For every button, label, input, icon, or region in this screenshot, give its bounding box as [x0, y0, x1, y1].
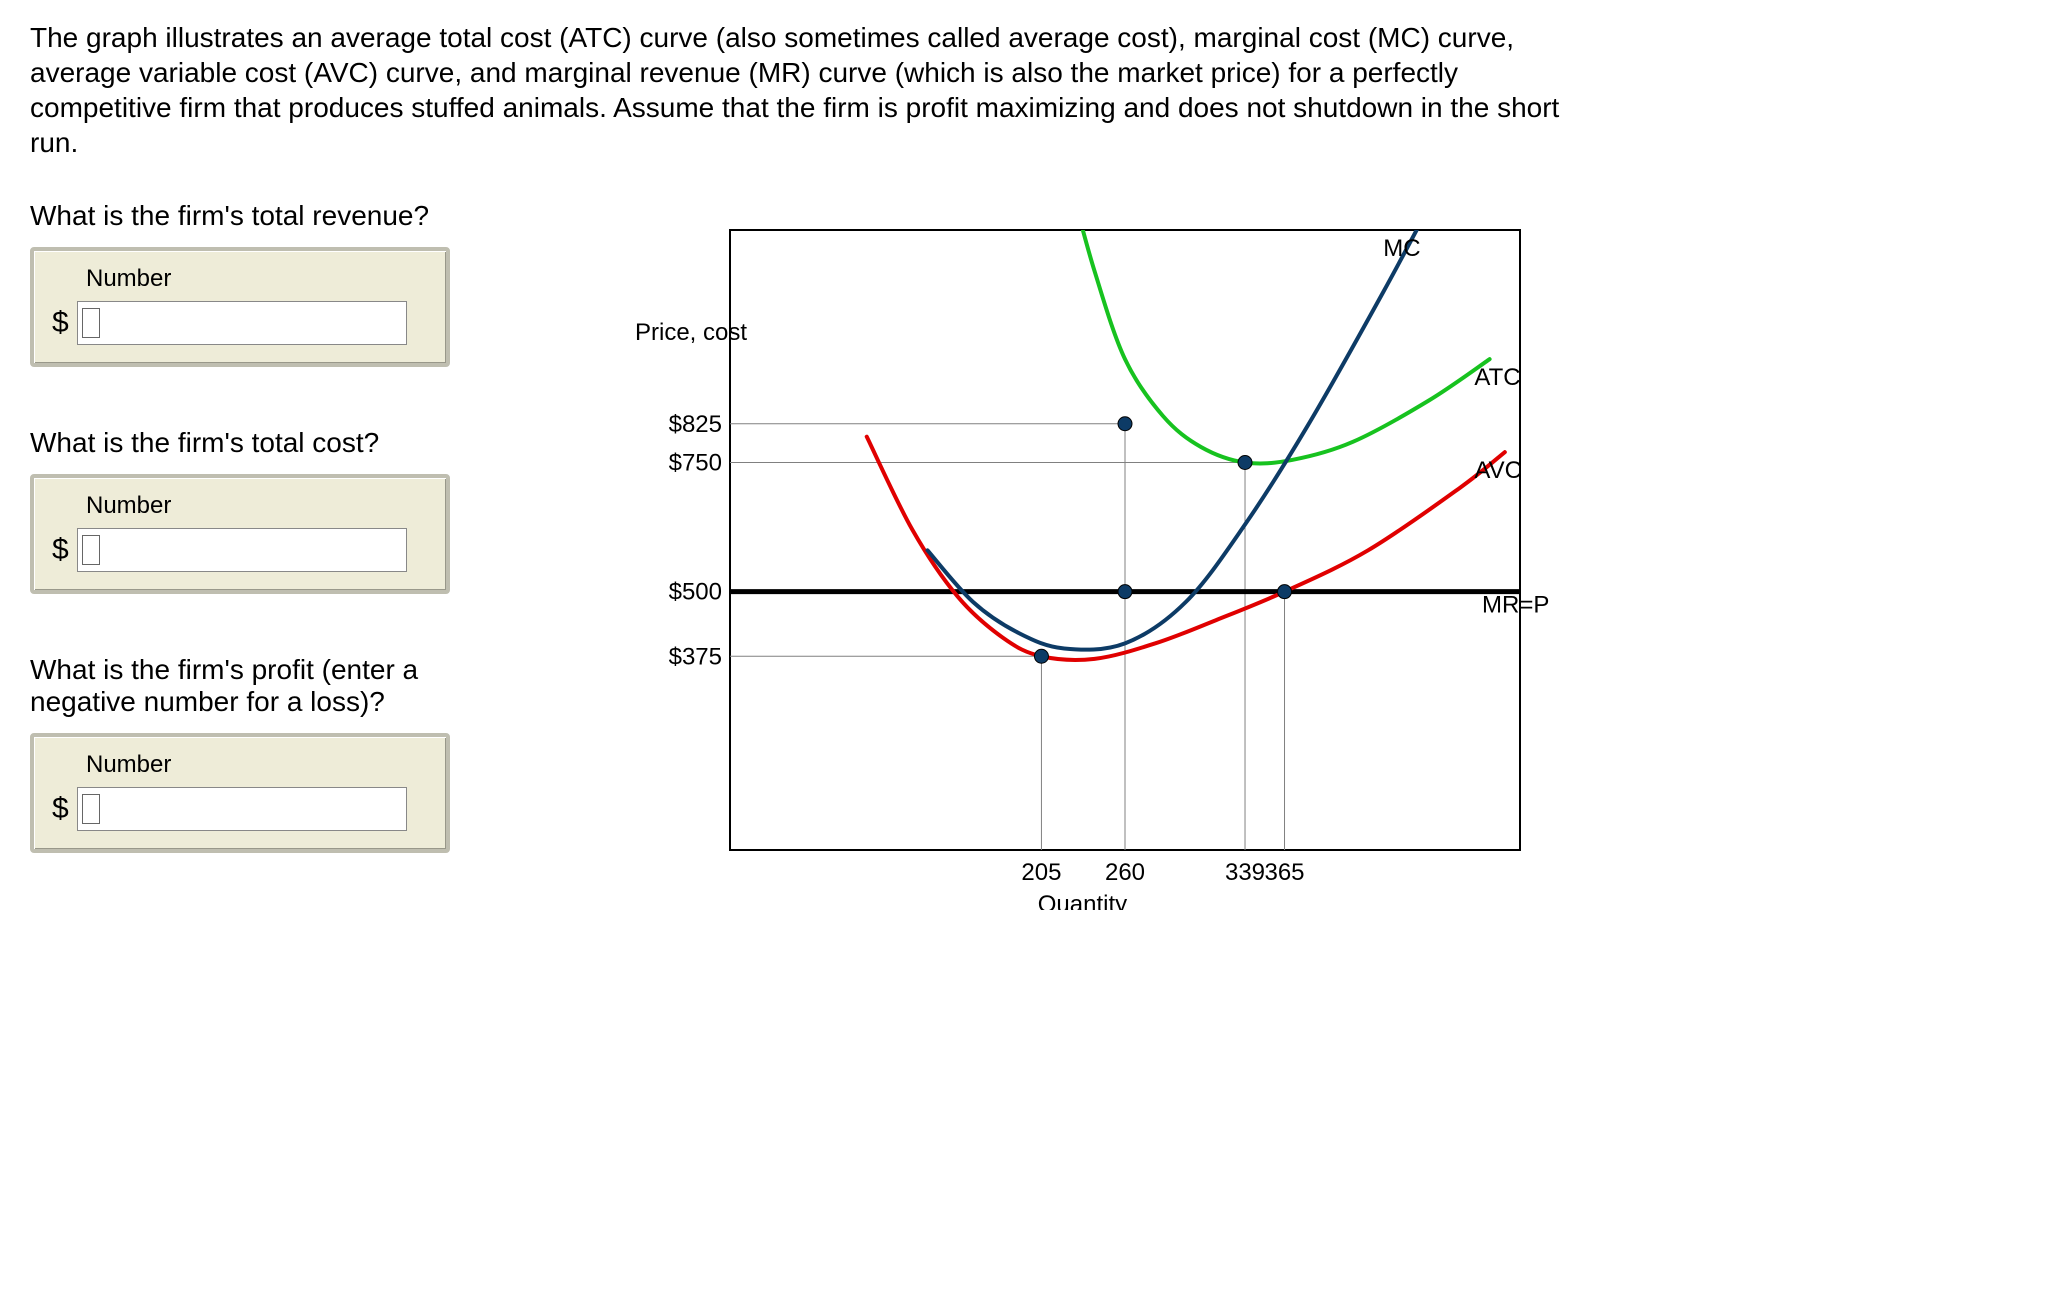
svg-text:365: 365	[1264, 859, 1304, 886]
svg-text:$750: $750	[669, 450, 722, 477]
cost-input[interactable]	[77, 528, 407, 572]
svg-text:Quantity: Quantity	[1038, 891, 1127, 910]
input-label: Number	[86, 492, 428, 520]
svg-text:MR=P: MR=P	[1482, 591, 1549, 618]
svg-text:Price, cost: Price, cost	[635, 319, 747, 346]
svg-text:260: 260	[1105, 859, 1145, 886]
question-profit: What is the firm's profit (enter a negat…	[30, 654, 530, 718]
input-box-cost: Number $	[30, 474, 450, 594]
svg-text:MC: MC	[1383, 235, 1420, 262]
question-revenue: What is the firm's total revenue?	[30, 200, 530, 232]
left-column: What is the firm's total revenue? Number…	[30, 190, 530, 853]
svg-text:ATC: ATC	[1474, 364, 1520, 391]
currency-symbol: $	[52, 533, 69, 567]
question-cost: What is the firm's total cost?	[30, 427, 530, 459]
cost-curves-chart: $825 $750 $500 $375 205 260 339365 Price, cost Q…	[570, 190, 1550, 910]
input-box-profit: Number $	[30, 733, 450, 853]
currency-symbol: $	[52, 792, 69, 826]
input-label: Number	[86, 265, 428, 293]
svg-text:205: 205	[1021, 859, 1061, 886]
currency-symbol: $	[52, 306, 69, 340]
svg-text:$825: $825	[669, 411, 722, 438]
profit-input[interactable]	[77, 787, 407, 831]
revenue-input[interactable]	[77, 301, 407, 345]
chart-container: $825 $750 $500 $375 205 260 339365 Price, cost Q…	[570, 190, 2016, 910]
svg-text:$375: $375	[669, 643, 722, 670]
input-box-revenue: Number $	[30, 247, 450, 367]
intro-text: The graph illustrates an average total c…	[30, 20, 1590, 160]
svg-text:339: 339	[1225, 859, 1265, 886]
main-row: What is the firm's total revenue? Number…	[30, 190, 2016, 910]
input-label: Number	[86, 751, 428, 779]
svg-text:AVC: AVC	[1474, 457, 1522, 484]
svg-text:$500: $500	[669, 579, 722, 606]
